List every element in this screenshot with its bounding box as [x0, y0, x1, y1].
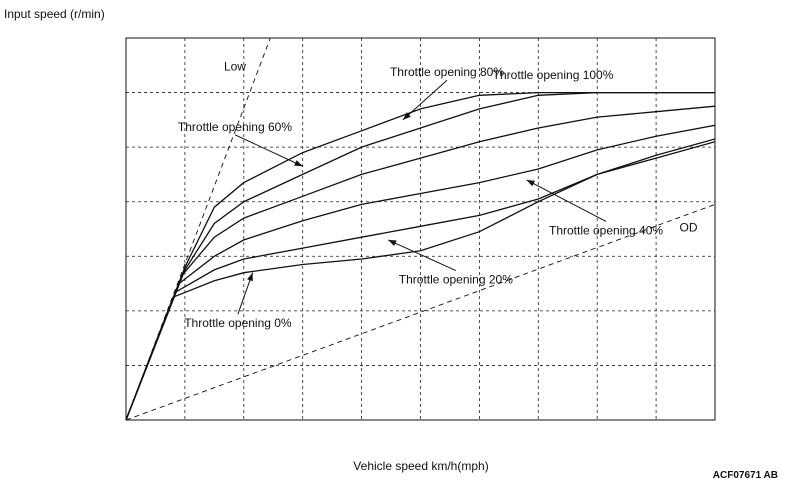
annotation-throttle-opening-80: Throttle opening 80%	[390, 65, 504, 79]
series-line-od	[126, 203, 715, 420]
annotation-arrow-head	[402, 112, 411, 120]
annotation-low: Low	[224, 60, 246, 74]
series-group	[126, 38, 715, 420]
series-line-throttle-opening-20	[126, 138, 715, 420]
x-axis-label: Vehicle speed km/h(mph)	[353, 459, 488, 473]
series-line-throttle-opening-40	[126, 124, 715, 420]
y-axis-label: Input speed (r/min)	[4, 7, 105, 21]
annotation-throttle-opening-0: Throttle opening 0%	[184, 316, 292, 330]
annotation-throttle-opening-60: Throttle opening 60%	[178, 120, 292, 134]
annotation-arrow-line	[402, 79, 448, 121]
series-line-throttle-opening-100	[126, 91, 715, 420]
grid	[126, 38, 715, 420]
annotation-arrow-head	[526, 179, 535, 187]
annotation-arrow-line	[387, 239, 457, 272]
figure-code: ACF07671 AB	[713, 470, 778, 481]
annotation-throttle-opening-100: Throttle opening 100%	[493, 68, 614, 82]
annotation-arrow-line	[234, 134, 303, 167]
annotations-group: Low Throttle opening 80%Throttle opening …	[178, 60, 698, 330]
annotation-od: OD	[679, 221, 697, 235]
annotation-throttle-opening-40: Throttle opening 40%	[549, 223, 663, 237]
annotation-arrow-head	[388, 239, 397, 246]
plot-frame	[125, 37, 716, 421]
annotation-arrow-line	[526, 179, 607, 222]
annotation-arrow-head	[247, 272, 253, 282]
annotation-arrow-head	[294, 160, 303, 167]
annotation-throttle-opening-20: Throttle opening 20%	[399, 273, 513, 287]
series-line-throttle-opening-60	[126, 105, 715, 420]
